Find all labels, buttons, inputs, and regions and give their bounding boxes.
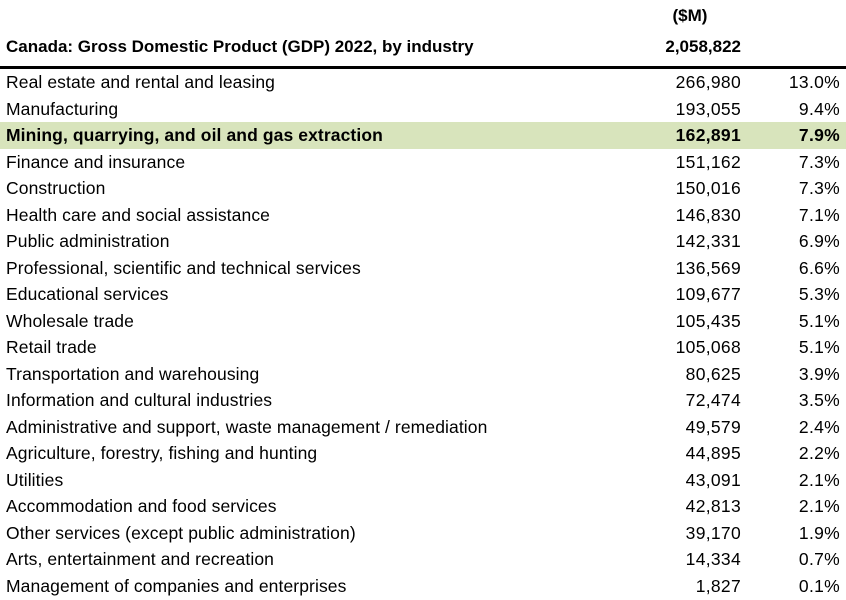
gdp-share: 2.1% (798, 496, 840, 516)
table-row: Finance and insurance 151,162 7.3% (0, 149, 846, 176)
table-row: Construction 150,016 7.3% (0, 175, 846, 202)
gdp-share: 6.6% (798, 257, 840, 278)
industry-label: Wholesale trade (6, 310, 134, 331)
table-row: Wholesale trade 105,435 5.1% (0, 308, 846, 335)
industry-label: Manufacturing (6, 98, 119, 119)
gdp-share: 6.9% (798, 231, 840, 251)
table-row: Manufacturing 193,055 9.4% (0, 96, 846, 123)
gdp-share: 3.9% (798, 363, 840, 384)
industry-label: Real estate and rental and leasing (6, 72, 276, 92)
gdp-value: 80,625 (685, 363, 741, 384)
gdp-value: 162,891 (675, 125, 741, 145)
gdp-value: 136,569 (675, 257, 741, 278)
gdp-share: 0.7% (798, 549, 840, 569)
table-row: Utilities 43,091 2.1% (0, 467, 846, 494)
table-title: Canada: Gross Domestic Product (GDP) 202… (6, 37, 474, 56)
industry-label: Management of companies and enterprises (6, 575, 347, 596)
table-row: Information and cultural industries 72,47… (0, 387, 846, 414)
gdp-value: 266,980 (675, 72, 741, 92)
industry-label: Professional, scientific and technical s… (6, 257, 361, 278)
gdp-value: 151,162 (675, 151, 741, 172)
table-row: Agriculture, forestry, fishing and hunti… (0, 440, 846, 467)
gdp-value: 14,334 (685, 549, 741, 569)
industry-label: Transportation and warehousing (6, 363, 260, 384)
gdp-share: 2.4% (798, 416, 840, 437)
gdp-share: 7.3% (798, 178, 840, 198)
industry-label: Public administration (6, 231, 170, 251)
industry-label: Retail trade (6, 337, 97, 357)
table-row: Mining, quarrying, and oil and gas extra… (0, 122, 846, 149)
industry-label: Mining, quarrying, and oil and gas extra… (6, 125, 383, 145)
table-row: Administrative and support, waste manage… (0, 414, 846, 441)
gdp-share: 7.3% (798, 151, 840, 172)
gdp-share: 0.1% (798, 575, 840, 596)
industry-label: Educational services (6, 284, 169, 304)
gdp-value: 109,677 (675, 284, 741, 304)
gdp-share: 5.1% (798, 337, 840, 357)
gdp-share: 5.1% (798, 310, 840, 331)
gdp-share: 9.4% (798, 98, 840, 119)
gdp-value: 142,331 (675, 231, 741, 251)
gdp-share: 13.0% (788, 72, 840, 92)
table-body: Real estate and rental and leasing 266,98… (0, 69, 846, 599)
unit-label: ($M) (672, 6, 708, 25)
table-row: Professional, scientific and technical s… (0, 255, 846, 282)
industry-label: Utilities (6, 469, 64, 490)
gdp-value: 193,055 (675, 98, 741, 119)
table-row: Transportation and warehousing 80,625 3.9% (0, 361, 846, 388)
gdp-value: 72,474 (685, 390, 741, 410)
gdp-value: 1,827 (695, 575, 741, 596)
industry-label: Information and cultural industries (6, 390, 273, 410)
industry-label: Administrative and support, waste manage… (6, 416, 488, 437)
gdp-share: 2.1% (798, 469, 840, 490)
industry-label: Arts, entertainment and recreation (6, 549, 274, 569)
industry-label: Construction (6, 178, 106, 198)
gdp-value: 150,016 (675, 178, 741, 198)
gdp-value: 43,091 (685, 469, 741, 490)
table-row: Public administration 142,331 6.9% (0, 228, 846, 255)
industry-label: Finance and insurance (6, 151, 186, 172)
gdp-value: 39,170 (685, 522, 741, 543)
table-row: Educational services 109,677 5.3% (0, 281, 846, 308)
gdp-share: 3.5% (798, 390, 840, 410)
table-row: Retail trade 105,068 5.1% (0, 334, 846, 361)
gdp-share: 1.9% (798, 522, 840, 543)
header-divider (0, 66, 846, 69)
gdp-value: 146,830 (675, 204, 741, 225)
total-gdp-value: 2,058,822 (665, 37, 741, 56)
gdp-value: 42,813 (685, 496, 741, 516)
industry-label: Other services (except public administra… (6, 522, 356, 543)
table-row: Health care and social assistance 146,830… (0, 202, 846, 229)
gdp-share: 7.1% (798, 204, 840, 225)
industry-label: Health care and social assistance (6, 204, 270, 225)
gdp-share: 5.3% (798, 284, 840, 304)
table-row: Real estate and rental and leasing 266,98… (0, 69, 846, 96)
industry-label: Agriculture, forestry, fishing and hunti… (6, 443, 318, 463)
gdp-share: 7.9% (798, 125, 840, 145)
gdp-share: 2.2% (798, 443, 840, 463)
table-row: Accommodation and food services 42,813 2.1… (0, 493, 846, 520)
gdp-value: 105,435 (675, 310, 741, 331)
table-row: Management of companies and enterprises 1… (0, 573, 846, 600)
table-row: Arts, entertainment and recreation 14,334… (0, 546, 846, 573)
gdp-value: 105,068 (675, 337, 741, 357)
unit-header-row: ($M) (0, 4, 846, 28)
title-row: Canada: Gross Domestic Product (GDP) 202… (0, 34, 846, 60)
gdp-value: 44,895 (685, 443, 741, 463)
table-row: Other services (except public administra… (0, 520, 846, 547)
gdp-value: 49,579 (685, 416, 741, 437)
industry-label: Accommodation and food services (6, 496, 277, 516)
